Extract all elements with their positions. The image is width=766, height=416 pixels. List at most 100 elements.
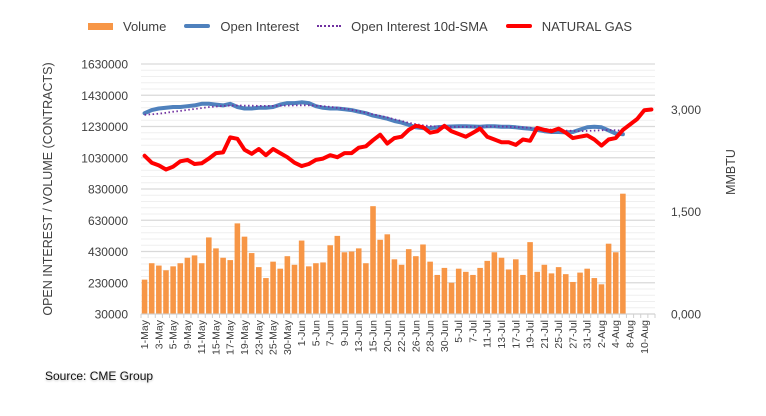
- volume-bar: [313, 263, 319, 314]
- legend-label-volume: Volume: [123, 18, 167, 34]
- x-tick-label: 3-May: [153, 319, 165, 349]
- volume-bar: [520, 274, 526, 314]
- volume-bar: [234, 223, 241, 314]
- volume-bar: [398, 264, 405, 314]
- x-tick-label: 7-Jun: [325, 320, 337, 346]
- volume-bar: [370, 206, 376, 314]
- x-tick-label: 30-Jun: [439, 320, 451, 352]
- volume-bar: [191, 255, 198, 314]
- volume-bar: [391, 259, 398, 314]
- x-tick-label: 1-May: [139, 319, 151, 349]
- volume-bar: [434, 274, 441, 314]
- volume-bar: [505, 269, 512, 314]
- y-tick-label: 230000: [88, 276, 128, 290]
- legend-swatch-natural-gas: [505, 24, 532, 28]
- volume-bar: [470, 274, 476, 314]
- volume-bar: [270, 261, 276, 314]
- volume-bar: [527, 242, 533, 314]
- legend-item-open-interest-sma: Open Interest 10d-SMA: [317, 19, 488, 34]
- volume-bar: [170, 266, 176, 314]
- volume-bar: [341, 252, 348, 314]
- x-tick-label: 13-Jun: [353, 320, 365, 352]
- volume-bar: [420, 244, 426, 314]
- volume-bar: [555, 267, 562, 314]
- volume-bar: [213, 248, 219, 314]
- legend-label-natural-gas: NATURAL GAS: [541, 18, 633, 34]
- x-tick-label: 10-Aug: [639, 320, 651, 354]
- volume-bar: [141, 279, 148, 314]
- volume-bar: [334, 235, 341, 314]
- volume-bar: [612, 252, 619, 314]
- volume-bar: [327, 245, 333, 314]
- x-tick-label: 31-Jul: [582, 320, 594, 349]
- volume-bar: [363, 263, 369, 314]
- volume-bar: [184, 257, 191, 314]
- volume-bar: [484, 260, 491, 314]
- volume-bar: [598, 284, 605, 314]
- volume-bar: [605, 243, 612, 314]
- gridlines: [141, 63, 655, 315]
- y2-tick-label: 1,500: [671, 205, 701, 219]
- x-tick-label: 1-Jun: [296, 320, 308, 346]
- y-tick-label: 630000: [88, 214, 128, 228]
- natural-gas-line: [142, 107, 654, 172]
- source-note: Source: CME Group: [45, 369, 154, 383]
- x-tick-label: 11-Jul: [482, 320, 494, 348]
- volume-bar: [405, 249, 412, 314]
- volume-bar: [577, 272, 583, 314]
- volume-bar: [384, 234, 391, 314]
- x-tick-label: 8-Aug: [625, 320, 637, 348]
- volume-bar: [163, 270, 169, 314]
- x-tick-label: 4-Aug: [610, 320, 622, 348]
- volume-bar: [320, 262, 326, 314]
- volume-bar: [562, 274, 569, 314]
- legend-swatch-open-interest-sma: [317, 25, 342, 27]
- x-tick-label: 20-Jun: [382, 320, 394, 352]
- x-tick-label: 28-Jun: [425, 320, 437, 352]
- y-tick-label: 1630000: [81, 58, 128, 72]
- volume-bar: [477, 267, 483, 314]
- volume-bar: [548, 273, 555, 314]
- volume-bar: [198, 263, 205, 314]
- legend-item-open-interest: Open Interest: [184, 19, 299, 34]
- legend-swatch-volume: [88, 22, 113, 30]
- legend-label-open-interest-sma: Open Interest 10d-SMA: [351, 18, 488, 34]
- y-axis-left: 1630000 1430000 1230000 1030000 830000 630000…: [81, 58, 128, 322]
- legend-label-open-interest: Open Interest: [220, 18, 300, 34]
- x-tick-label: 23-May: [253, 319, 265, 355]
- volume-bar: [441, 267, 448, 314]
- volume-bar: [491, 252, 498, 314]
- volume-bar: [305, 266, 312, 314]
- x-tick-label: 22-Jun: [396, 320, 408, 352]
- volume-bar: [448, 282, 455, 314]
- y-tick-label: 430000: [88, 245, 128, 259]
- x-tick-label: 9-May: [182, 319, 194, 349]
- legend-item-volume: Volume: [88, 19, 166, 34]
- x-tick-label: 15-Jun: [368, 320, 380, 352]
- volume-bar: [348, 251, 355, 314]
- volume-bar: [541, 264, 548, 314]
- volume-bar: [534, 271, 540, 314]
- volume-bar: [413, 256, 419, 314]
- volume-bar: [355, 248, 362, 314]
- volume-bar: [263, 278, 269, 314]
- volume-bar: [156, 265, 162, 314]
- volume-bar: [570, 281, 576, 314]
- volume-bar: [455, 268, 462, 314]
- x-tick-label: 30-May: [282, 319, 294, 355]
- x-tick-label: 5-May: [168, 319, 180, 349]
- x-tick-label: 9-Jun: [339, 320, 351, 346]
- x-tick-label: 5-Jul: [453, 320, 465, 343]
- x-tick-label: 5-Jun: [310, 320, 322, 346]
- legend-swatch-open-interest: [184, 24, 211, 28]
- y2-tick-label: 0,000: [671, 308, 701, 322]
- volume-bar: [584, 268, 590, 314]
- volume-bar: [298, 240, 305, 314]
- volume-bar: [277, 268, 283, 314]
- y-axis-label-right: MMBTU: [724, 149, 738, 195]
- y2-tick-label: 3,000: [671, 103, 701, 117]
- x-tick-label: 27-Jul: [567, 320, 579, 349]
- y-axis-label-left: OPEN INTEREST / VOLUME (CONTRACTS): [41, 62, 55, 315]
- x-tick-label: 19-Jul: [525, 320, 537, 349]
